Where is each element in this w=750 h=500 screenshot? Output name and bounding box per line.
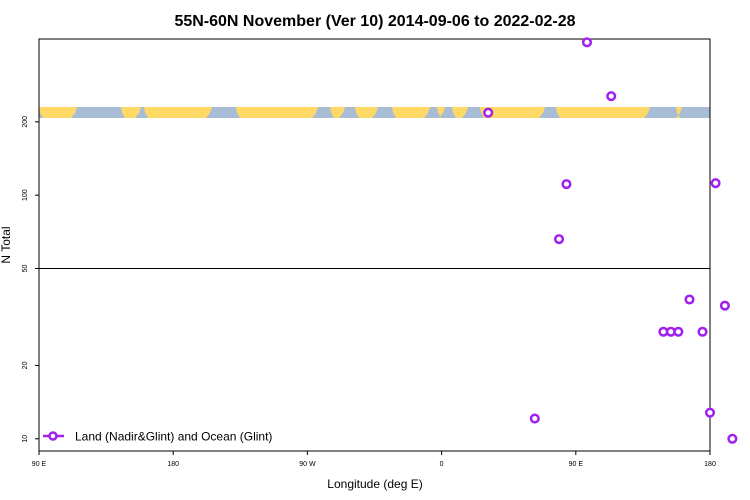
y-tick-label: 100 [22,189,29,201]
y-tick-label: 200 [22,116,29,128]
y-tick-label: 20 [22,361,29,369]
x-axis-label: Longitude (deg E) [327,477,422,491]
x-tick-label: 180 [704,461,716,468]
map-land-8 [452,107,468,118]
data-point [581,37,593,48]
data-point [704,407,716,418]
x-tick-label: 90 E [569,461,584,468]
map-land-2 [144,107,212,118]
data-point [561,179,572,190]
map-land-9 [480,107,545,118]
x-tick-label: 0 [440,461,444,468]
map-land-6 [392,107,430,118]
data-point [719,300,730,311]
map-strip [39,107,710,118]
x-tick-label: 90 W [299,461,316,468]
map-land-7 [437,107,445,118]
legend: Land (Nadir&Glint) and Ocean (Glint) [43,430,272,444]
data-point [673,326,684,337]
data-point [710,178,721,189]
data-point [684,294,695,305]
x-tick-label: 90 E [32,461,47,468]
data-point [483,107,494,118]
y-tick-label: 50 [22,265,29,273]
data-point [553,234,565,245]
data-point [606,91,617,102]
plot-frame [38,38,711,452]
map-land-10 [556,107,650,118]
chart-title: 55N-60N November (Ver 10) 2014-09-06 to … [174,13,575,30]
data-point [529,413,540,424]
map-land-4 [330,107,345,118]
y-tick-label: 10 [22,435,29,443]
map-land-3 [236,107,318,118]
legend-circle-marker [48,431,58,441]
map-land-1 [121,107,141,118]
data-point [697,326,708,337]
data-point [727,433,738,444]
map-land-11 [676,107,682,118]
map-land-0 [39,107,77,118]
y-axis-label: N Total [0,226,13,263]
map-land-5 [355,107,378,118]
x-tick-label: 180 [167,461,179,468]
legend-label: Land (Nadir&Glint) and Ocean (Glint) [75,430,272,444]
